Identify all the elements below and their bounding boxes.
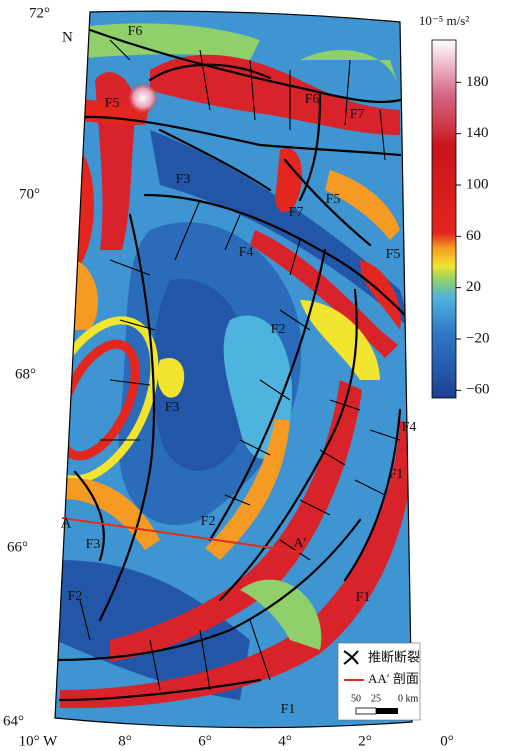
colorbar-tick-label: −60	[466, 382, 489, 398]
lat-label: 70°	[19, 186, 40, 202]
lon-label: 10° W	[19, 733, 58, 749]
fault-label: F2	[68, 589, 83, 604]
colorbar-tick-label: 180	[466, 74, 489, 90]
legend-fault: 推断断裂	[368, 651, 420, 666]
fault-label: F4	[239, 245, 254, 260]
fault-label: F1	[281, 702, 296, 717]
colorbar-tick-label: −20	[466, 330, 489, 346]
map-figure: 推断断裂 AA′ 剖面 N 72° 70° 68° 66° 64° 10° W 8° 6° 4° 2…	[0, 0, 506, 751]
colorbar-unit: 10⁻⁵ m/s²	[419, 13, 469, 28]
fault-label: F5	[326, 192, 341, 207]
anomaly-map	[0, 0, 506, 751]
colorbar-tick-label: 60	[466, 228, 481, 244]
north-label: N	[62, 29, 73, 45]
lon-label: 0°	[440, 733, 454, 749]
colorbar-tick-label: 140	[466, 125, 489, 141]
fault-label: F1	[389, 467, 404, 482]
fault-label: F7	[289, 205, 304, 220]
lat-label: 66°	[7, 539, 28, 555]
fault-label: F5	[105, 96, 120, 111]
lat-label: 72°	[29, 5, 50, 21]
scale-label: 0 km	[398, 693, 419, 704]
fault-label: F2	[271, 322, 286, 337]
colorbar-tick-label: 100	[466, 176, 489, 192]
scale-bar	[356, 708, 376, 714]
scale-label: 50	[351, 693, 361, 704]
lon-label: 8°	[118, 733, 132, 749]
colorbar-tick-label: 20	[466, 279, 481, 295]
lat-label: 64°	[3, 713, 24, 729]
scale-bar	[376, 708, 398, 714]
colorbar	[432, 40, 456, 398]
fault-label: F3	[176, 172, 191, 187]
legend-profile: AA′ 剖面	[368, 671, 419, 686]
fault-label: F3	[165, 400, 180, 415]
lat-label: 68°	[15, 366, 36, 382]
lon-label: 6°	[198, 733, 212, 749]
fault-label: F2	[201, 514, 216, 529]
lon-label: 4°	[278, 733, 292, 749]
fault-label: F3	[86, 537, 101, 552]
fault-label: F6	[128, 24, 143, 39]
scale-label: 25	[371, 693, 381, 704]
profile-end: A′	[293, 536, 306, 551]
fault-label: F5	[386, 247, 401, 262]
legend: 推断断裂 AA′ 剖面	[338, 643, 420, 720]
profile-start: A	[61, 515, 72, 531]
fault-label: F1	[356, 590, 371, 605]
fault-label: F7	[350, 107, 365, 122]
fault-label: F4	[402, 420, 417, 435]
lon-label: 2°	[358, 733, 372, 749]
fault-label: F6	[305, 92, 320, 107]
